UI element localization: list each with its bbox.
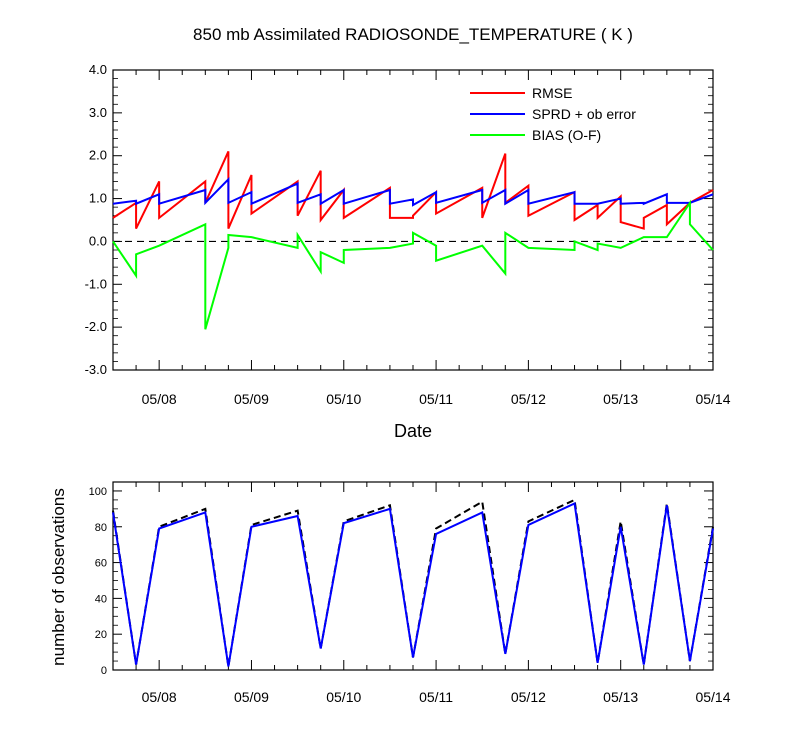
- x-tick-label: 05/13: [603, 391, 638, 407]
- y-tick-label: 4.0: [89, 62, 107, 77]
- y-tick-label: 0.0: [89, 233, 107, 248]
- series-assimilated-line: [112, 502, 714, 667]
- bottom-series-group: [112, 498, 714, 667]
- y-tick-label: 80: [95, 522, 107, 534]
- y-tick-label: 60: [95, 558, 107, 570]
- y-tick-label: -2.0: [85, 319, 107, 334]
- x-tick-label: 05/10: [326, 689, 361, 705]
- bottom-axes: 0 20 40 60 80 100 05/08 05/09 05/10 05/11 05/12 05/…: [89, 481, 731, 705]
- x-tick-label: 05/12: [511, 689, 546, 705]
- series-possible-line: [112, 498, 714, 667]
- x-tick-label: 05/09: [234, 689, 269, 705]
- x-tick-label: 05/11: [419, 391, 453, 407]
- top-series-group: [112, 151, 714, 330]
- x-axis-label: Date: [394, 421, 432, 441]
- y-axis-label: number of observations: [49, 488, 68, 666]
- legend: RMSE SPRD + ob error BIAS (O-F): [470, 85, 636, 143]
- y-tick-label: -1.0: [85, 276, 107, 291]
- y-tick-label: 1.0: [89, 191, 107, 206]
- bottom-chart: 0 20 40 60 80 100 05/08 05/09 05/10 05/11 05/12 05/…: [49, 481, 731, 705]
- x-tick-label: 05/14: [695, 689, 730, 705]
- x-tick-label: 05/14: [695, 391, 730, 407]
- x-tick-label: 05/10: [326, 391, 361, 407]
- y-tick-label: 2.0: [89, 148, 107, 163]
- top-axes: -3.0 -2.0 -1.0 0.0 1.0 2.0 3.0 4.0 05/08 05/09 05/…: [85, 62, 731, 407]
- y-tick-label: 3.0: [89, 105, 107, 120]
- x-tick-label: 05/09: [234, 391, 269, 407]
- y-tick-label: 0: [101, 665, 107, 677]
- series-rmse-line: [112, 151, 714, 230]
- x-tick-label: 05/12: [511, 391, 546, 407]
- chart-title: 850 mb Assimilated RADIOSONDE_TEMPERATUR…: [193, 25, 633, 44]
- legend-label: RMSE: [532, 85, 572, 101]
- y-tick-label: 20: [95, 629, 107, 641]
- series-sprd-ob-error-line: [112, 176, 714, 207]
- y-tick-label: 40: [95, 593, 107, 605]
- x-tick-label: 05/08: [142, 689, 177, 705]
- y-tick-label: -3.0: [85, 362, 107, 377]
- series-bias-o-f-line: [112, 199, 714, 330]
- x-tick-label: 05/13: [603, 689, 638, 705]
- top-chart: 850 mb Assimilated RADIOSONDE_TEMPERATUR…: [85, 25, 731, 441]
- legend-label: BIAS (O-F): [532, 127, 601, 143]
- x-tick-label: 05/11: [419, 689, 453, 705]
- legend-label: SPRD + ob error: [532, 106, 636, 122]
- x-tick-label: 05/08: [142, 391, 177, 407]
- y-tick-label: 100: [89, 486, 107, 498]
